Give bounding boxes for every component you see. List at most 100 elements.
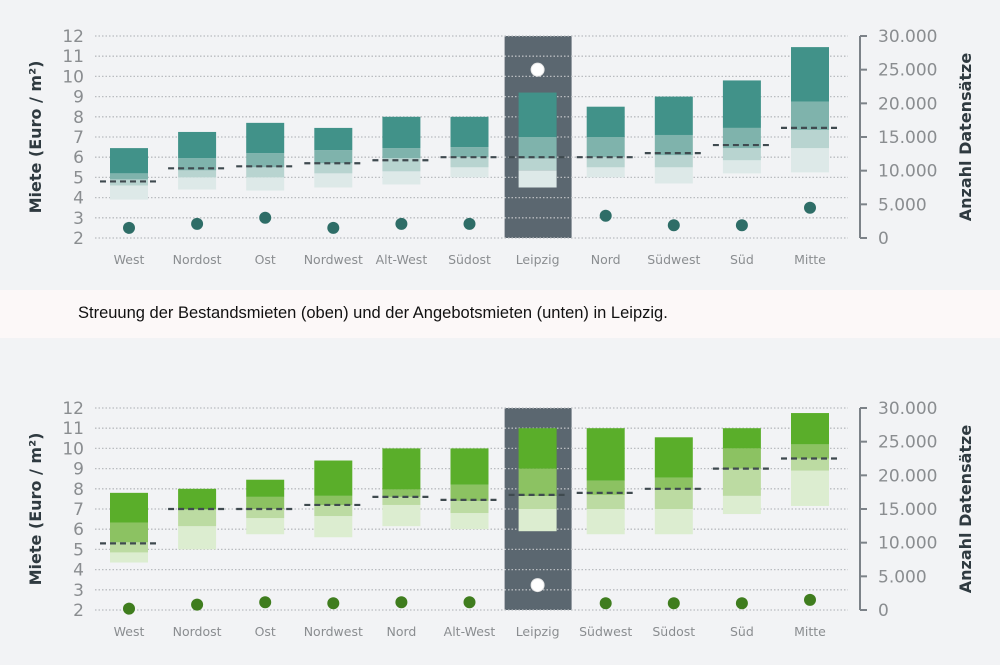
y-tick-label: 8 bbox=[73, 108, 84, 128]
bar-band-3-süd bbox=[722, 448, 761, 469]
bar-band-2-alt-west bbox=[382, 158, 421, 172]
bar-band-1-südost bbox=[654, 509, 693, 535]
x-category-label: Südost bbox=[448, 252, 491, 267]
count-dot-leipzig bbox=[530, 578, 545, 593]
bar-band-2-alt-west bbox=[450, 500, 489, 514]
count-dot-nordost bbox=[191, 598, 204, 611]
bar-band-1-süd bbox=[722, 495, 761, 515]
bar-band-1-südwest bbox=[586, 509, 625, 535]
count-dot-südwest bbox=[667, 219, 680, 232]
count-dot-südwest bbox=[599, 597, 612, 610]
y-tick-label: 8 bbox=[73, 480, 84, 500]
bar-band-4-nordost bbox=[178, 131, 217, 159]
bar-band-3-südwest bbox=[654, 134, 693, 156]
bar-band-1-ost bbox=[246, 518, 285, 535]
bar-band-4-südwest bbox=[586, 428, 625, 481]
bar-band-1-mitte bbox=[791, 470, 829, 506]
x-category-label: Nord bbox=[591, 252, 621, 267]
bar-band-4-leipzig bbox=[518, 92, 557, 137]
bar-band-1-alt-west bbox=[382, 171, 421, 185]
y-tick-label: 3 bbox=[73, 209, 84, 229]
x-category-label: Ost bbox=[255, 252, 276, 267]
y2-tick-label: 30.000 bbox=[878, 27, 937, 47]
count-dot-nordwest bbox=[327, 221, 340, 234]
y-tick-label: 9 bbox=[73, 460, 84, 480]
count-dot-nordwest bbox=[327, 597, 340, 610]
bar-band-4-nord bbox=[586, 106, 625, 137]
y-tick-label: 2 bbox=[73, 601, 84, 621]
y2-tick-label: 15.000 bbox=[878, 500, 937, 520]
y2-tick-label: 20.000 bbox=[878, 94, 937, 114]
y-tick-label: 11 bbox=[62, 47, 84, 67]
bar-band-2-südost bbox=[654, 489, 693, 509]
bar-band-3-südost bbox=[450, 147, 489, 158]
bar-band-3-nordost bbox=[178, 158, 217, 171]
bar-band-2-ost bbox=[246, 167, 285, 178]
bar-band-2-nordost bbox=[178, 509, 217, 527]
bar-band-2-leipzig bbox=[518, 158, 557, 171]
bar-band-4-süd bbox=[722, 80, 761, 128]
bar-band-3-ost bbox=[246, 153, 285, 168]
bar-band-4-alt-west bbox=[382, 116, 421, 149]
bar-band-3-südwest bbox=[586, 480, 625, 495]
y-tick-label: 3 bbox=[73, 581, 84, 601]
y2-axis-label: Anzahl Datensätze bbox=[956, 53, 975, 222]
y2-tick-label: 25.000 bbox=[878, 61, 937, 81]
x-category-label: Süd bbox=[730, 624, 754, 639]
bar-band-2-west bbox=[110, 542, 148, 553]
y-tick-label: 6 bbox=[73, 148, 84, 168]
bar-band-1-südwest bbox=[654, 167, 693, 184]
bar-band-1-nordwest bbox=[314, 173, 353, 188]
y-axis-label: Miete (Euro / m²) bbox=[26, 433, 45, 586]
bar-band-2-ost bbox=[246, 509, 285, 519]
count-dot-süd bbox=[735, 597, 748, 610]
bar-band-4-ost bbox=[246, 479, 285, 497]
bar-band-2-nordwest bbox=[314, 504, 353, 517]
count-dot-mitte bbox=[804, 201, 816, 214]
bar-band-1-west bbox=[110, 185, 148, 200]
count-dot-nord bbox=[599, 209, 612, 222]
bottom-chart-panel bbox=[0, 338, 1000, 665]
x-category-label: Mitte bbox=[794, 624, 826, 639]
bar-band-1-nordwest bbox=[314, 516, 353, 538]
y2-tick-label: 25.000 bbox=[878, 433, 937, 453]
bar-band-4-mitte bbox=[791, 47, 829, 102]
bar-band-2-leipzig bbox=[518, 495, 557, 509]
bar-band-4-nordost bbox=[178, 488, 217, 510]
bar-band-2-süd bbox=[722, 148, 761, 161]
bar-band-4-nordwest bbox=[314, 460, 353, 496]
bar-band-2-südwest bbox=[586, 494, 625, 509]
bar-band-3-südost bbox=[654, 477, 693, 490]
bar-band-2-südwest bbox=[654, 155, 693, 168]
bar-band-2-südost bbox=[450, 157, 489, 168]
bar-band-1-leipzig bbox=[518, 170, 557, 188]
bar-band-1-nord bbox=[382, 504, 421, 527]
bar-band-3-mitte bbox=[791, 444, 829, 459]
x-category-label: West bbox=[114, 252, 145, 267]
x-category-label: Alt-West bbox=[376, 252, 428, 267]
count-dot-leipzig bbox=[530, 62, 545, 77]
bar-band-3-west bbox=[110, 522, 148, 543]
bar-band-2-west bbox=[110, 179, 148, 186]
bar-band-4-west bbox=[110, 492, 148, 523]
bar-band-3-alt-west bbox=[450, 484, 489, 501]
bar-band-3-leipzig bbox=[518, 468, 557, 496]
y2-tick-label: 5.000 bbox=[878, 195, 927, 215]
y-tick-label: 5 bbox=[73, 540, 84, 560]
x-category-label: Nordost bbox=[173, 252, 222, 267]
bar-band-1-nordost bbox=[178, 526, 217, 550]
count-dot-südost bbox=[463, 217, 476, 230]
y-tick-label: 10 bbox=[62, 439, 84, 459]
count-dot-südost bbox=[667, 597, 680, 610]
y2-tick-label: 0 bbox=[878, 601, 889, 621]
bar-band-3-süd bbox=[722, 127, 761, 149]
y-tick-label: 2 bbox=[73, 229, 84, 249]
bar-band-3-nord bbox=[382, 489, 421, 497]
caption-band bbox=[0, 290, 1000, 338]
bar-band-1-mitte bbox=[791, 148, 829, 173]
y2-tick-label: 0 bbox=[878, 229, 889, 249]
x-category-label: Mitte bbox=[794, 252, 826, 267]
y-tick-label: 10 bbox=[62, 67, 84, 87]
bar-band-1-west bbox=[110, 552, 148, 563]
